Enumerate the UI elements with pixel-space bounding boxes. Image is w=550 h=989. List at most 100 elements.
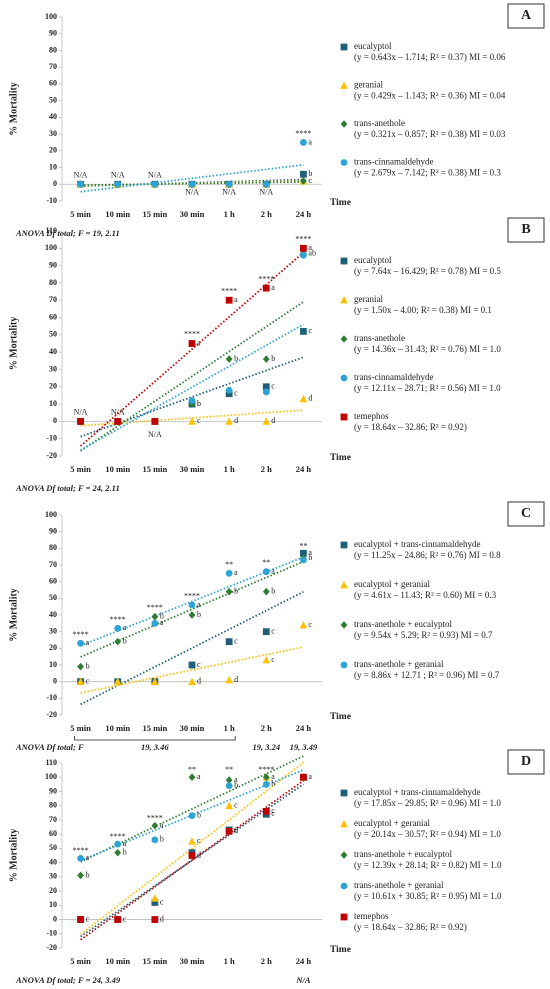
legend-marker — [340, 335, 348, 343]
y-tick-label: 30 — [49, 129, 57, 138]
legend-formula: (y = 10.61x + 30.85; R² = 0.95) MI = 1.0 — [354, 891, 502, 901]
annotation: N/A — [148, 171, 162, 180]
annotation: **** — [258, 765, 274, 774]
y-tick-label: 10 — [49, 162, 57, 171]
x-tick-label: 5 min — [70, 209, 91, 219]
trend-line — [80, 323, 304, 451]
marker — [151, 612, 159, 621]
significance-letter: a — [123, 839, 127, 848]
marker — [188, 773, 196, 782]
legend-formula: (y = 12.39x + 28.14; R² = 0.82) MI = 1.0 — [354, 860, 502, 870]
legend-marker — [340, 882, 348, 890]
legend-label: trans-anethole + eucalyptol — [354, 619, 453, 629]
y-tick-label: 10 — [49, 900, 57, 909]
significance-letter: c — [123, 914, 127, 923]
marker — [225, 386, 233, 394]
y-tick-label: 80 — [49, 801, 57, 810]
marker — [188, 837, 196, 845]
legend-label: eucalyptol — [354, 255, 392, 265]
annotation: **** — [295, 234, 311, 243]
marker — [300, 244, 307, 252]
legend-label: trans-anethole — [354, 333, 405, 343]
y-tick-label: 20 — [49, 382, 57, 391]
marker — [151, 180, 159, 188]
annotation: **** — [73, 630, 89, 639]
legend-formula: (y = 0.321x – 0.857; R² = 0.38) MI = 0.0… — [354, 129, 506, 139]
marker — [151, 899, 159, 906]
marker — [225, 638, 233, 646]
significance-letter: c — [308, 620, 312, 629]
y-axis-title: % Mortality — [8, 829, 19, 883]
significance-letter: c — [308, 176, 312, 185]
y-tick-label: 0 — [53, 179, 57, 188]
y-tick-label: 60 — [49, 312, 57, 321]
y-tick-label: 60 — [49, 829, 57, 838]
marker — [188, 611, 196, 619]
legend-marker — [340, 789, 348, 797]
significance-letter: a — [160, 820, 164, 829]
significance-letter: b — [234, 586, 238, 595]
marker — [151, 894, 159, 902]
trend-line — [80, 761, 304, 936]
marker — [114, 916, 122, 923]
y-tick-label: 20 — [49, 643, 57, 652]
marker — [300, 556, 307, 564]
marker — [76, 677, 85, 686]
trend-line — [79, 251, 305, 447]
marker — [225, 782, 233, 790]
legend-formula: (y = 9.54x + 5.29; R² = 0.93) MI = 0.7 — [354, 630, 493, 640]
significance-letter: a — [197, 600, 201, 609]
significance-letter: b — [160, 611, 164, 620]
y-tick-label: 30 — [49, 626, 57, 635]
y-tick-label: 40 — [49, 610, 57, 619]
legend-marker — [340, 120, 348, 128]
x-tick-label: 30 min — [180, 464, 205, 474]
x-tick-label: 24 h — [296, 464, 312, 474]
trend-line — [80, 560, 304, 658]
y-tick-label: 100 — [45, 12, 57, 21]
significance-letter: b — [197, 810, 201, 819]
panel-label-box — [507, 217, 545, 243]
annotation: N/A — [74, 171, 88, 180]
annotation: **** — [147, 603, 163, 612]
significance-letter: c — [197, 660, 201, 669]
significance-letter: c — [234, 825, 238, 834]
marker — [262, 180, 270, 188]
significance-letter: d — [197, 676, 201, 685]
legend-formula: (y = 7.64x – 16.429; R² = 0.78) MI = 0.5 — [354, 266, 501, 276]
marker — [114, 848, 122, 857]
significance-letter: b — [86, 661, 90, 670]
marker — [225, 296, 233, 304]
legend-label: geranial — [354, 294, 383, 304]
panel-label: C — [521, 506, 531, 521]
y-tick-label: -10 — [46, 434, 57, 443]
legend-marker — [340, 581, 348, 589]
x-tick-label: 5 min — [70, 956, 91, 966]
legend-label: eucalyptol — [354, 41, 392, 51]
footer-note: 19, 3.49 — [290, 742, 318, 752]
footer: ANOVA Df total; F = 24, 2.11 — [15, 483, 120, 493]
marker — [225, 801, 233, 810]
legend-marker — [340, 81, 348, 89]
marker — [225, 676, 233, 684]
significance-letter: c — [234, 801, 238, 810]
y-tick-label: 40 — [49, 347, 57, 356]
legend-label: eucalyptol + geranial — [354, 579, 431, 589]
significance-letter: b — [123, 636, 127, 645]
x-axis-title: Time — [330, 198, 351, 208]
y-tick-label: 40 — [49, 857, 57, 866]
significance-letter: d — [234, 826, 238, 835]
x-tick-label: 30 min — [180, 723, 205, 733]
x-tick-label: 24 h — [296, 209, 312, 219]
annotation: ** — [262, 558, 270, 567]
annotation: N/A — [185, 187, 199, 196]
trend-line — [80, 301, 304, 452]
significance-letter: a — [86, 638, 90, 647]
footer: ANOVA Df total; F = 19, 2.11 — [15, 228, 120, 238]
marker — [225, 180, 233, 188]
y-tick-label: 100 — [45, 243, 57, 252]
significance-letter: a — [123, 623, 127, 632]
marker — [300, 139, 307, 146]
marker — [300, 170, 307, 178]
